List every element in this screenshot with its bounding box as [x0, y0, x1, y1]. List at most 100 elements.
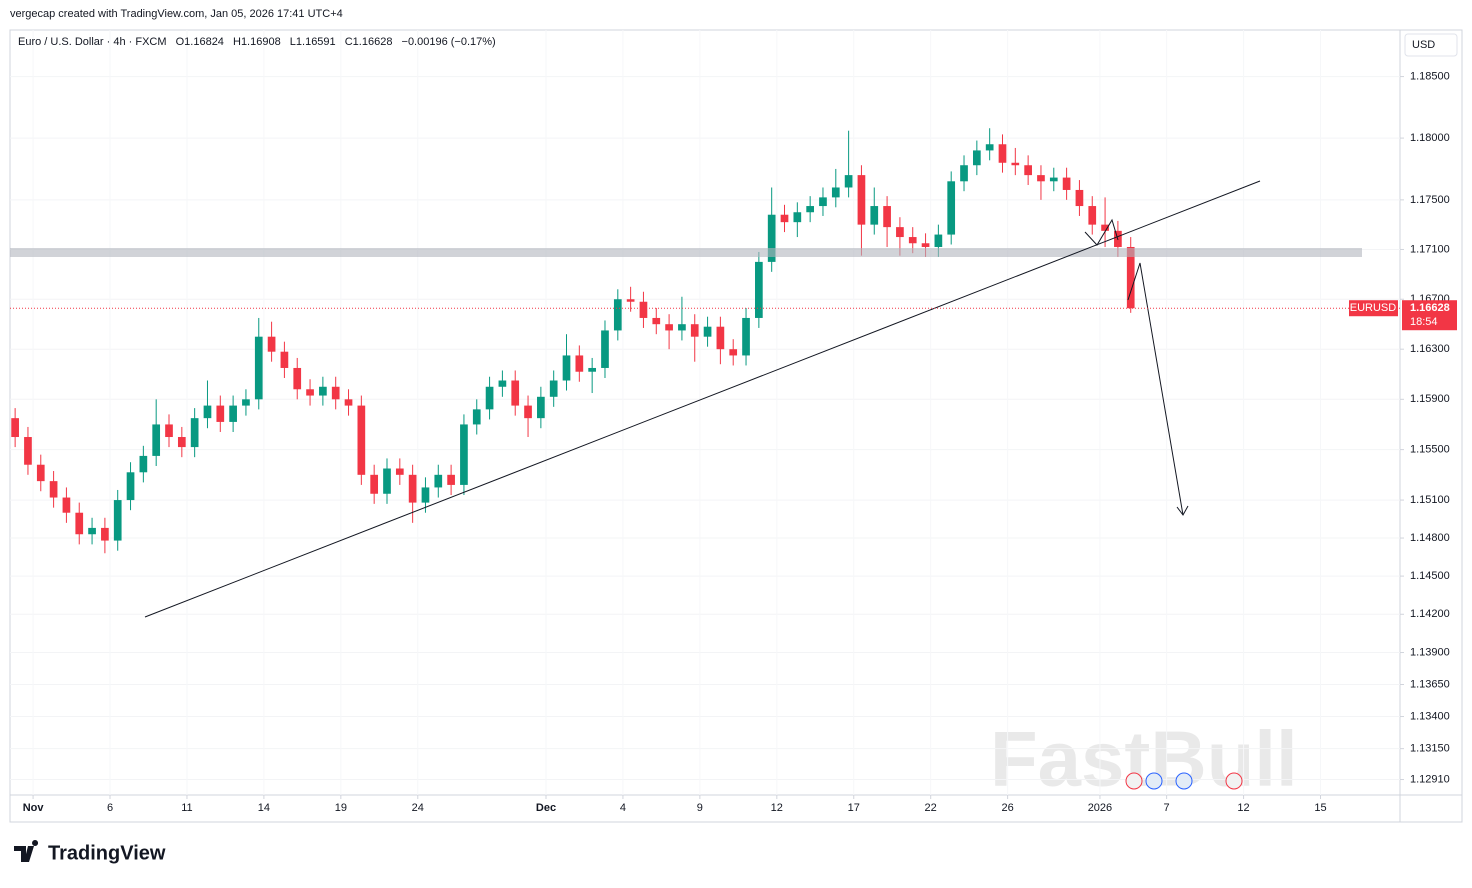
- resistance-zone[interactable]: [10, 248, 1362, 257]
- candle-body: [921, 243, 930, 247]
- symbol-label: EURUSD: [1350, 302, 1397, 314]
- candle-body: [806, 206, 814, 213]
- candle-body: [165, 424, 173, 438]
- candle-body: [1037, 175, 1045, 182]
- y-tick-label: 1.13650: [1410, 678, 1450, 690]
- candle-body: [460, 424, 468, 485]
- candle-body: [75, 512, 84, 535]
- ohlc: O1.16824: [176, 36, 224, 48]
- candle-body: [716, 326, 725, 350]
- candle-body: [690, 324, 699, 337]
- candle-body: [985, 144, 994, 151]
- candle-body: [575, 355, 584, 372]
- x-tick-label: 2026: [1088, 802, 1112, 814]
- symbol-title: Euro / U.S. Dollar · 4h · FXCM: [18, 36, 167, 48]
- candle-body: [280, 351, 289, 368]
- candle-body: [306, 389, 314, 396]
- ohlc: H1.16908: [233, 36, 281, 48]
- candle-body: [1011, 162, 1020, 166]
- countdown: 18:54: [1410, 316, 1438, 328]
- ohlc: L1.16591: [290, 36, 336, 48]
- trend-line[interactable]: [144, 180, 1261, 618]
- candle-body: [1126, 246, 1135, 309]
- candle-body: [537, 396, 545, 419]
- x-tick-label: 24: [412, 802, 424, 814]
- candle-body: [101, 527, 109, 541]
- y-tick-label: 1.17100: [1410, 243, 1450, 255]
- y-tick-label: 1.16300: [1410, 343, 1450, 355]
- candle-body: [870, 206, 879, 225]
- y-tick-label: 1.14200: [1410, 608, 1450, 620]
- credit: vergecap created with TradingView.com, J…: [10, 8, 343, 20]
- x-tick-label: 19: [335, 802, 347, 814]
- candle-body: [626, 299, 635, 302]
- candle-body: [588, 367, 597, 372]
- candle-body: [216, 405, 225, 422]
- candle-body: [1062, 177, 1071, 190]
- projection-arrow[interactable]: [1127, 262, 1184, 516]
- chart-frame: [9, 29, 1463, 823]
- y-tick-label: 1.14800: [1410, 532, 1450, 544]
- arrow-head: [1176, 505, 1189, 516]
- candle-body: [11, 418, 19, 438]
- candle-body: [793, 212, 802, 223]
- x-tick-label: 9: [697, 802, 703, 814]
- candle-body: [421, 487, 430, 503]
- candle-body: [24, 437, 32, 465]
- candle-body: [665, 324, 673, 331]
- candle-body: [88, 527, 96, 535]
- candle-body: [383, 468, 391, 494]
- candle-body: [152, 424, 161, 456]
- change: −0.00196 (−0.17%): [402, 36, 496, 48]
- candle-body: [819, 197, 827, 207]
- candle-body: [36, 464, 45, 482]
- pattern-drawing[interactable]: [1084, 218, 1119, 246]
- y-tick-label: 1.14500: [1410, 570, 1450, 582]
- x-tick-label: 6: [107, 802, 113, 814]
- currency-button[interactable]: [1404, 33, 1458, 57]
- x-tick-label: 15: [1314, 802, 1326, 814]
- candle-body: [1088, 206, 1097, 225]
- x-tick-label: 11: [181, 802, 192, 814]
- candle-body: [126, 472, 135, 501]
- x-tick-label: 14: [258, 802, 270, 814]
- candle-body: [613, 299, 622, 331]
- candle-body: [49, 481, 58, 498]
- candle-body: [344, 399, 353, 406]
- candle-body: [190, 418, 199, 448]
- candle-body: [998, 144, 1007, 163]
- y-tick-label: 1.15100: [1410, 494, 1450, 506]
- symbol-tag: [1349, 300, 1398, 317]
- candle-body: [742, 317, 750, 356]
- candle-body: [395, 468, 404, 475]
- y-tick-label: 1.13900: [1410, 646, 1450, 658]
- candle-body: [562, 355, 571, 381]
- candle-body: [62, 497, 71, 513]
- x-tick-label: Nov: [23, 802, 45, 814]
- candle-body: [601, 330, 609, 368]
- y-tick-label: 1.17500: [1410, 194, 1450, 206]
- currency[interactable]: USD: [1412, 39, 1435, 51]
- candle-body: [203, 405, 212, 419]
- candle-body: [1024, 165, 1032, 176]
- candle-body: [549, 380, 558, 397]
- candle-body: [229, 405, 237, 422]
- candle-body: [908, 237, 917, 244]
- candle-body: [947, 181, 956, 235]
- y-tick-label: 1.15500: [1410, 444, 1450, 456]
- candle-body: [755, 261, 763, 318]
- candle-body: [511, 380, 520, 406]
- event-icons: [1125, 772, 1243, 790]
- x-tick-label: 17: [848, 802, 860, 814]
- candle-body: [972, 150, 981, 166]
- candle-body: [408, 474, 417, 503]
- candle-body: [139, 455, 148, 473]
- x-tick-label: 12: [1237, 802, 1249, 814]
- candle-body: [767, 214, 776, 262]
- candle-body: [678, 324, 686, 331]
- candle-body: [357, 405, 366, 475]
- candle-body: [498, 380, 507, 387]
- candle-body: [447, 474, 455, 485]
- candle-body: [524, 405, 532, 419]
